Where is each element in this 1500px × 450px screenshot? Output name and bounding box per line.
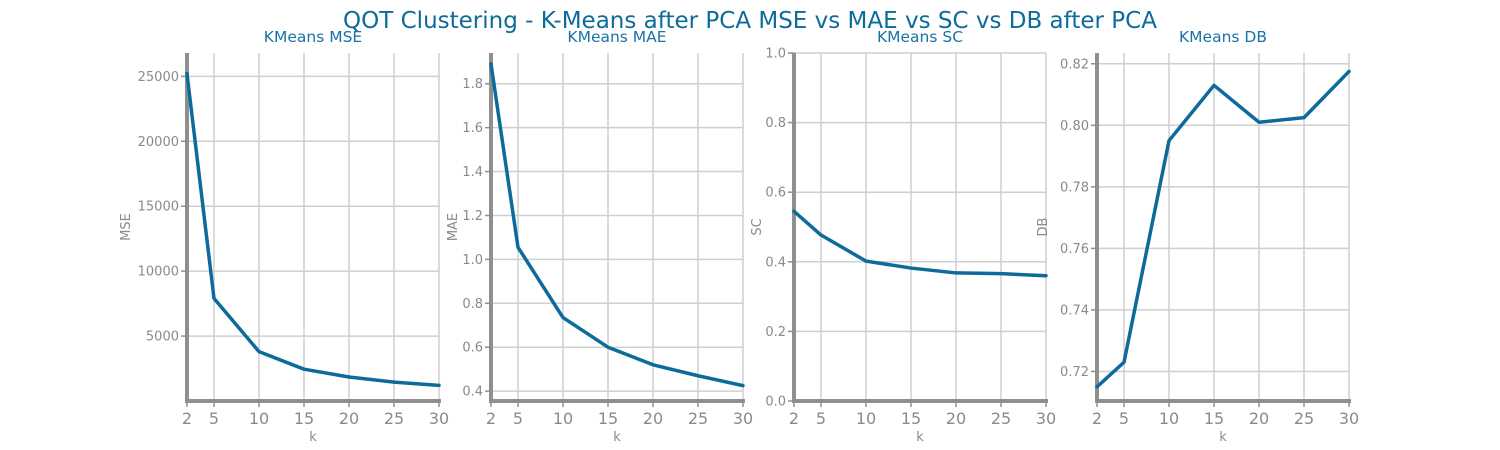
x-tick-label: 25 xyxy=(688,409,708,428)
x-tick-label: 20 xyxy=(643,409,663,428)
x-tick-label: 25 xyxy=(384,409,404,428)
y-tick-label: 0.8 xyxy=(765,116,786,131)
x-tick-label: 20 xyxy=(1249,409,1269,428)
x-tick-label: 2 xyxy=(1092,409,1102,428)
x-tick-label: 10 xyxy=(249,409,269,428)
x-tick-label: 10 xyxy=(1159,409,1179,428)
y-tick-label: 15000 xyxy=(138,200,179,215)
y-axis-label: MSE xyxy=(119,213,134,241)
x-tick-label: 2 xyxy=(789,409,799,428)
y-tick-label: 10000 xyxy=(138,265,179,280)
y-tick-label: 1.0 xyxy=(765,47,786,62)
series-line xyxy=(489,62,745,388)
y-tick-label: 0.74 xyxy=(1060,303,1089,318)
x-tick-label: 5 xyxy=(816,409,826,428)
x-tick-label: 2 xyxy=(486,409,496,428)
x-tick-label: 2 xyxy=(182,409,192,428)
series-line xyxy=(185,72,441,388)
y-tick-label: 0.82 xyxy=(1060,57,1089,72)
x-tick-label: 25 xyxy=(1294,409,1314,428)
y-axis-label: MAE xyxy=(446,213,461,241)
y-tick-label: 0.2 xyxy=(765,325,786,340)
subplot-title: KMeans MSE xyxy=(264,28,362,46)
y-tick-label: 1.2 xyxy=(462,209,483,224)
y-tick-label: 0.0 xyxy=(765,395,786,410)
y-tick-label: 0.8 xyxy=(462,297,483,312)
y-tick-label: 0.6 xyxy=(462,341,483,356)
subplot-2: 0.4 0.6 0.8 1.0 1.2 1.4 1.6 1.8 2 5 10 15 20 25 30 k MAE… xyxy=(446,28,753,445)
subplot-4: 0.72 0.74 0.76 0.78 0.80 0.82 2 5 10 15 20 25 30 k DB K… xyxy=(1036,28,1359,445)
x-axis-label: k xyxy=(1219,430,1227,445)
x-tick-label: 20 xyxy=(946,409,966,428)
x-axis-label: k xyxy=(613,430,621,445)
y-tick-label: 1.4 xyxy=(462,165,483,180)
x-tick-label: 25 xyxy=(991,409,1011,428)
x-tick-label: 15 xyxy=(598,409,618,428)
y-axis-label: SC xyxy=(750,218,765,235)
y-tick-label: 1.0 xyxy=(462,253,483,268)
y-tick-label: 0.80 xyxy=(1060,119,1089,134)
x-tick-label: 20 xyxy=(339,409,359,428)
series-line xyxy=(1095,69,1351,389)
y-tick-label: 1.6 xyxy=(462,121,483,136)
subplot-1: 5000 10000 15000 20000 25000 2 5 10 15 20 25 30 k MSE… xyxy=(119,28,449,445)
y-tick-label: 0.4 xyxy=(765,255,786,270)
subplot-title: KMeans DB xyxy=(1179,28,1267,46)
y-tick-label: 20000 xyxy=(138,135,179,150)
x-tick-label: 15 xyxy=(294,409,314,428)
x-axis-label: k xyxy=(916,430,924,445)
x-tick-label: 30 xyxy=(1036,409,1056,428)
subplot-3: 0.0 0.2 0.4 0.6 0.8 1.0 2 5 10 15 20 25 30 k SC KMeans … xyxy=(750,28,1056,445)
x-tick-label: 30 xyxy=(1339,409,1359,428)
x-tick-label: 30 xyxy=(429,409,449,428)
series-line xyxy=(792,209,1048,278)
y-tick-label: 0.4 xyxy=(462,385,483,400)
x-tick-label: 5 xyxy=(1119,409,1129,428)
y-tick-label: 0.78 xyxy=(1060,180,1089,195)
x-tick-label: 15 xyxy=(901,409,921,428)
y-tick-label: 0.6 xyxy=(765,186,786,201)
subplot-title: KMeans MAE xyxy=(567,28,666,46)
y-axis-label: DB xyxy=(1036,218,1051,237)
subplot-title: KMeans SC xyxy=(877,28,963,46)
y-tick-label: 5000 xyxy=(146,330,179,345)
y-tick-label: 1.8 xyxy=(462,77,483,92)
x-tick-label: 5 xyxy=(513,409,523,428)
x-axis-label: k xyxy=(309,430,317,445)
x-tick-label: 10 xyxy=(553,409,573,428)
figure-title: QOT Clustering - K-Means after PCA MSE v… xyxy=(343,8,1157,34)
x-tick-label: 10 xyxy=(856,409,876,428)
x-tick-label: 5 xyxy=(209,409,219,428)
x-tick-label: 30 xyxy=(733,409,753,428)
y-tick-label: 0.72 xyxy=(1060,365,1089,380)
y-tick-label: 25000 xyxy=(138,70,179,85)
x-tick-label: 15 xyxy=(1204,409,1224,428)
y-tick-label: 0.76 xyxy=(1060,242,1089,257)
